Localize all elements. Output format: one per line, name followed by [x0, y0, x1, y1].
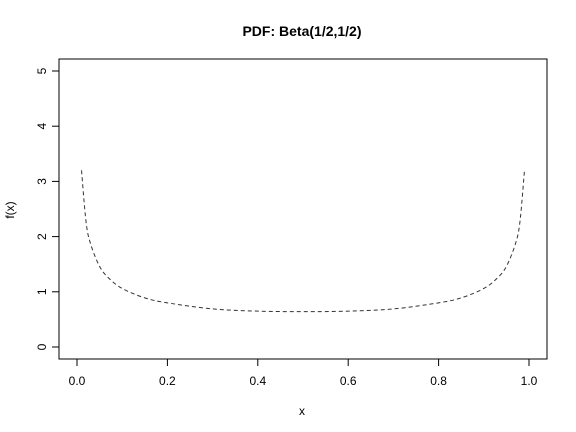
- y-tick-label: 1: [35, 288, 49, 295]
- x-tick-label: 0.4: [249, 374, 266, 388]
- y-tick-label: 0: [35, 343, 49, 350]
- y-axis-label: f(x): [3, 201, 17, 218]
- y-tick-label: 3: [35, 178, 49, 185]
- x-tick-label: 0.0: [69, 374, 86, 388]
- y-tick-label: 4: [35, 123, 49, 130]
- x-axis: 0.0 0.2 0.4 0.6 0.8 1.0: [69, 358, 538, 388]
- pdf-curve: [81, 170, 525, 313]
- series-layer: [81, 170, 525, 313]
- plot-frame: [58, 58, 548, 360]
- y-axis: 0 1 2 3 4 5: [35, 67, 60, 350]
- x-tick-label: 0.8: [430, 374, 447, 388]
- y-tick-label: 5: [35, 67, 49, 74]
- chart-title: PDF: Beta(1/2,1/2): [242, 23, 361, 39]
- x-tick-label: 0.2: [159, 374, 176, 388]
- x-axis-label: x: [299, 404, 305, 418]
- x-tick-label: 0.6: [340, 374, 357, 388]
- x-tick-label: 1.0: [521, 374, 538, 388]
- y-tick-label: 2: [35, 233, 49, 240]
